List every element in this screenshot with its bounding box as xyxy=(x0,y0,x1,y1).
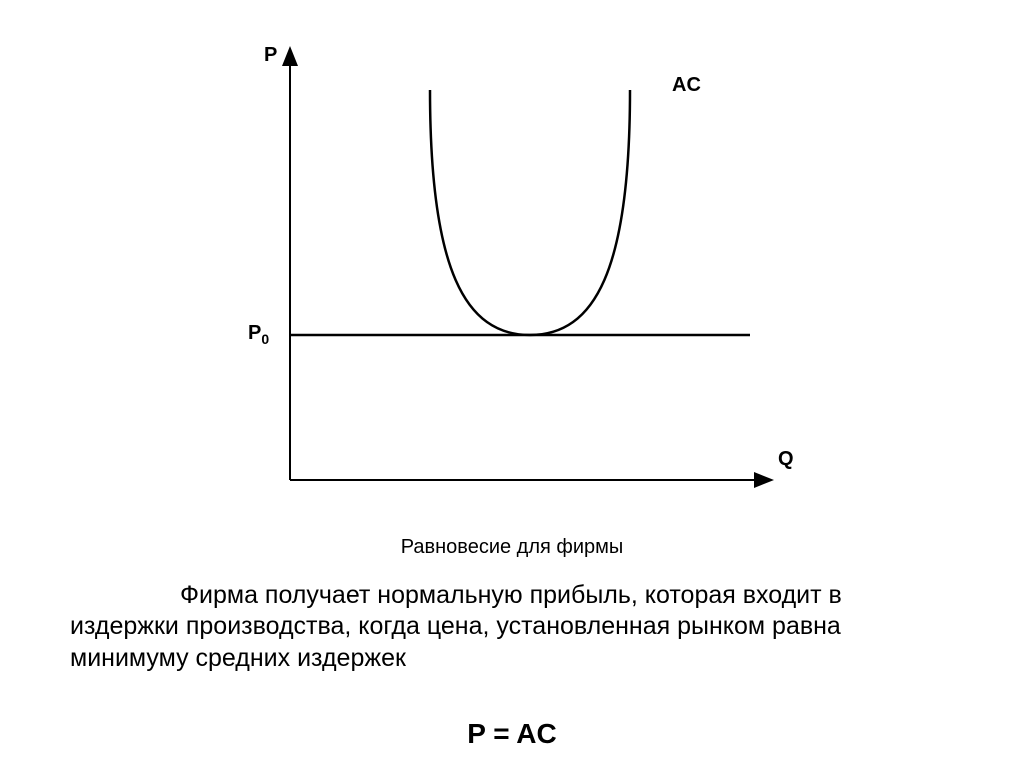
equation: P = AC xyxy=(0,718,1024,750)
ac-curve-label: AC xyxy=(672,74,701,97)
p0-label: P0 xyxy=(248,322,269,347)
chart-svg xyxy=(230,40,790,520)
p0-label-sub: 0 xyxy=(261,331,269,347)
y-axis-label: P xyxy=(264,44,277,67)
x-axis-label: Q xyxy=(778,448,794,471)
equilibrium-chart: P Q AC P0 xyxy=(230,40,790,520)
description-text: Фирма получает нормальную прибыль, котор… xyxy=(70,581,842,672)
chart-caption: Равновесие для фирмы xyxy=(0,536,1024,559)
ac-curve xyxy=(430,90,630,335)
description-paragraph: Фирма получает нормальную прибыль, котор… xyxy=(70,580,954,674)
p0-label-main: P xyxy=(248,322,261,344)
